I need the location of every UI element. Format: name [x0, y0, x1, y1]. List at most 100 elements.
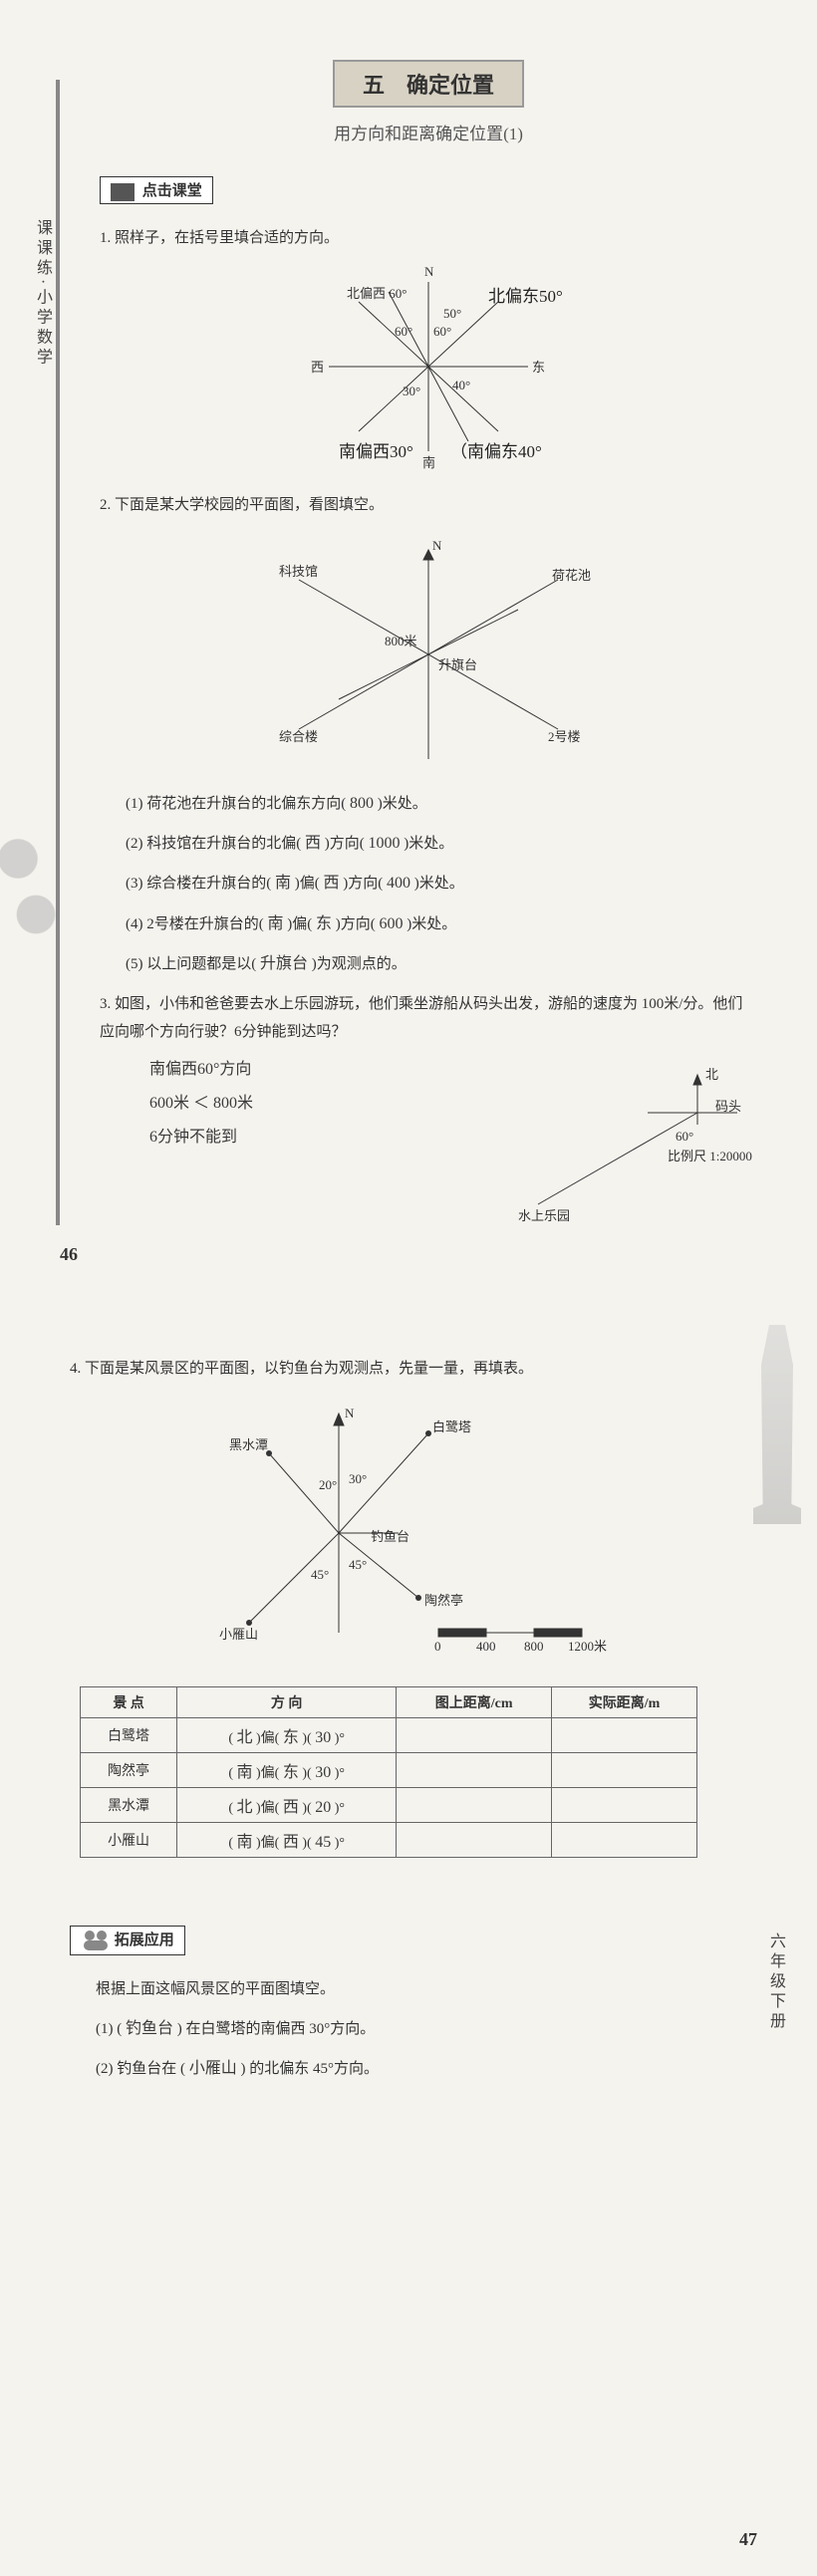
- q2-h1: 800: [350, 795, 374, 812]
- table-row: 白鹭塔 ( 北 )偏( 东 )( 30 )°: [81, 1717, 697, 1752]
- q2-h3a: 南: [275, 875, 291, 892]
- q2-flag: 升旗台: [438, 657, 477, 672]
- r3d2: 西: [283, 1834, 299, 1851]
- cell-spot: 陶然亭: [81, 1752, 177, 1787]
- th-spot: 景 点: [81, 1686, 177, 1717]
- q3-answers: 南偏西60°方向 600米 ＜ 800米 6分钟不能到: [149, 1055, 478, 1147]
- q4-trt: 陶然亭: [424, 1593, 463, 1608]
- th-realdist: 实际距离/m: [552, 1686, 697, 1717]
- q2-h4c: 600: [380, 915, 404, 932]
- cell-dir: ( 北 )偏( 西 )( 20 )°: [177, 1787, 397, 1822]
- section-tag-text: 点击课堂: [142, 183, 202, 199]
- q2-figure: N 科技馆 荷花池 升旗台 综合楼 2号楼 800米: [100, 530, 757, 779]
- cell-spot: 黑水潭: [81, 1787, 177, 1822]
- children-decor: [0, 817, 60, 956]
- q2-complex: 综合楼: [279, 729, 318, 744]
- cell-rd: [552, 1787, 697, 1822]
- ext-intro: 根据上面这幅风景区的平面图填空。: [96, 1975, 707, 2004]
- r1d2: 东: [283, 1764, 299, 1781]
- cell-md: [397, 1787, 552, 1822]
- r0d2: 东: [283, 1729, 299, 1746]
- q1-hand-sw: 南偏西30°: [339, 442, 413, 461]
- table-row: 黑水潭 ( 北 )偏( 西 )( 20 )°: [81, 1787, 697, 1822]
- svg-text:400: 400: [476, 1639, 496, 1654]
- compass-w: 西: [311, 360, 324, 375]
- cell-md: [397, 1752, 552, 1787]
- cell-rd: [552, 1822, 697, 1857]
- section-tag-ext: 拓展应用: [70, 1926, 185, 1956]
- q4-figure: N 白鹭塔 黑水潭 钓鱼台 陶然亭 小雁山 30° 20° 45° 45°: [70, 1394, 707, 1673]
- th-dir: 方 向: [177, 1686, 397, 1717]
- q4-a30: 30°: [349, 1471, 367, 1486]
- q4-n: N: [345, 1406, 355, 1420]
- ext-h2: 小雁山: [189, 2060, 237, 2077]
- q2-p2: (2) 科技馆在升旗台的北偏( 西 )方向( 1000 )米处。: [126, 829, 757, 859]
- q3-figure: 北 码头 60° 水上乐园 比例尺 1:20000: [478, 1055, 757, 1234]
- q1-compass: N 东 南 西 北偏西 60° 60° 60° 50° 40° 30° 北偏东5…: [100, 262, 757, 481]
- q2-h3b: 西: [324, 875, 340, 892]
- q2-h4b: 东: [316, 915, 332, 932]
- cell-spot: 白鹭塔: [81, 1717, 177, 1752]
- page-47: 六年级下册 4. 下面是某风景区的平面图，以钓鱼台为观测点，先量一量，再填表。: [0, 1285, 817, 2570]
- svg-text:0: 0: [434, 1639, 441, 1654]
- ext-h1: 钓鱼台: [126, 2020, 173, 2037]
- q4-a45b: 45°: [349, 1557, 367, 1572]
- q4-bls: 白鹭塔: [432, 1419, 471, 1434]
- q3-hand-2: 600米 ＜ 800米: [149, 1089, 478, 1113]
- compass-e: 东: [532, 360, 545, 375]
- q1-hand-se: （南偏东40°: [450, 442, 542, 461]
- q4-a45: 45°: [311, 1567, 329, 1582]
- q2-h5: 升旗台: [260, 955, 308, 972]
- q4-a20: 20°: [319, 1477, 337, 1492]
- q3-ang: 60°: [676, 1129, 693, 1144]
- r2a: 20: [315, 1799, 331, 1816]
- q2-b2: 2号楼: [548, 729, 581, 744]
- cell-dir: ( 南 )偏( 西 )( 45 )°: [177, 1822, 397, 1857]
- q2-p4: (4) 2号楼在升旗台的( 南 )偏( 东 )方向( 600 )米处。: [126, 909, 757, 939]
- a40: 40°: [452, 378, 470, 392]
- ext-p1: (1) ( 钓鱼台 ) 在白鹭塔的南偏西 30°方向。: [96, 2014, 707, 2044]
- side-label-left: 课课练·小学数学: [30, 219, 54, 368]
- page-num-46: 46: [60, 1244, 78, 1265]
- q4-hst: 黑水潭: [229, 1437, 268, 1452]
- cell-dir: ( 南 )偏( 东 )( 30 )°: [177, 1752, 397, 1787]
- cell-dir: ( 北 )偏( 东 )( 30 )°: [177, 1717, 397, 1752]
- banner-unit: 五: [363, 73, 385, 98]
- banner-title: 确定位置: [407, 73, 494, 98]
- a60: 60°: [395, 324, 412, 339]
- q2-h3c: 400: [387, 875, 410, 892]
- q2-h2a: 西: [305, 835, 321, 852]
- q2-parts: (1) 荷花池在升旗台的北偏东方向( 800 )米处。 (2) 科技馆在升旗台的…: [126, 789, 757, 980]
- table-row: 陶然亭 ( 南 )偏( 东 )( 30 )°: [81, 1752, 697, 1787]
- r0d1: 北: [237, 1729, 253, 1746]
- page-num-47: 47: [739, 2529, 757, 2550]
- page-46: 课课练·小学数学 五 确定位置 用方向和距离确定位置(1) 点击课堂 1. 照样…: [0, 0, 817, 1285]
- q2-text: 2. 下面是某大学校园的平面图，看图填空。: [100, 491, 757, 520]
- unit-banner: 五 确定位置: [100, 60, 757, 108]
- cell-rd: [552, 1752, 697, 1787]
- q2-tech: 科技馆: [279, 564, 318, 579]
- q2-dist: 800米: [385, 634, 417, 648]
- compass-nw: 北偏西 60°: [347, 286, 407, 301]
- q4-dyt: 钓鱼台: [371, 1529, 409, 1544]
- svg-text:1200米: 1200米: [568, 1639, 607, 1654]
- left-rule: [56, 80, 60, 1225]
- q3-hand-3: 6分钟不能到: [149, 1123, 478, 1147]
- r0a: 30: [315, 1729, 331, 1746]
- r3a: 45: [315, 1834, 331, 1851]
- compass-s: 南: [422, 455, 435, 470]
- subheading: 用方向和距离确定位置(1): [100, 120, 757, 144]
- side-label-right: 六年级下册: [763, 1932, 787, 2032]
- svg-text:800: 800: [524, 1639, 544, 1654]
- tower-decor: [737, 1325, 817, 1524]
- r1d1: 南: [237, 1764, 253, 1781]
- q4-table: 景 点 方 向 图上距离/cm 实际距离/m 白鹭塔 ( 北 )偏( 东 )( …: [80, 1686, 697, 1858]
- q1-text: 1. 照样子，在括号里填合适的方向。: [100, 224, 757, 253]
- section-tag-lesson: 点击课堂: [100, 176, 213, 204]
- q2-p1: (1) 荷花池在升旗台的北偏东方向( 800 )米处。: [126, 789, 757, 819]
- q3-text: 3. 如图，小伟和爸爸要去水上乐园游玩，他们乘坐游船从码头出发，游船的速度为 1…: [100, 990, 757, 1047]
- banner-box: 五 确定位置: [333, 60, 524, 108]
- th-mapdist: 图上距离/cm: [397, 1686, 552, 1717]
- section2-tag-text: 拓展应用: [115, 1932, 174, 1948]
- cell-spot: 小雁山: [81, 1822, 177, 1857]
